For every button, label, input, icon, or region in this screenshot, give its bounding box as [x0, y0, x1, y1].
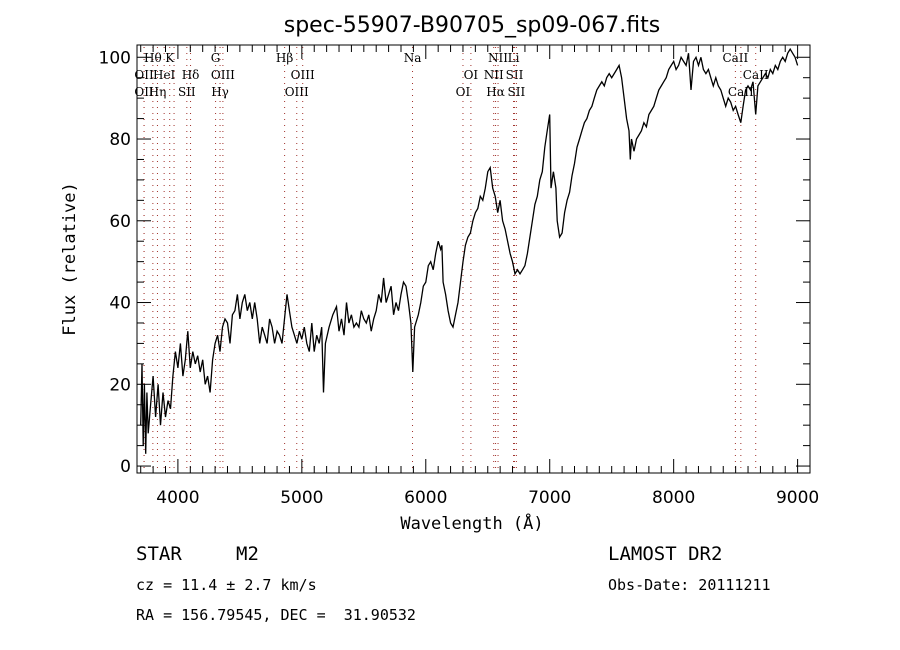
line-marker-label: OIII: [211, 68, 235, 82]
y-tick-label: 60: [109, 212, 131, 232]
line-marker-label: Na: [404, 51, 422, 65]
line-marker-label: Li: [508, 51, 520, 65]
plot-frame: [136, 44, 811, 474]
y-tick-label: 40: [109, 294, 131, 314]
y-tick-label: 20: [109, 375, 131, 395]
line-marker-label: Hα: [486, 85, 505, 99]
line-marker-label: OIII: [285, 85, 309, 99]
x-tick-label: 6000: [404, 488, 447, 508]
object-class: STAR: [136, 543, 182, 565]
subclass: M2: [236, 543, 259, 565]
axis-ticks: 4000 5000 6000 7000 8000 9000 0 20 40 60 80 100: [99, 45, 819, 508]
line-marker-label: Hβ: [276, 51, 293, 65]
line-marker-label: SII: [508, 85, 526, 99]
line-markers: OII OII Hθ Hη HeI K SII Hδ G Hγ OIII Hβ OIII OIII Na OI…: [134, 47, 769, 473]
y-tick-label: 80: [109, 130, 131, 150]
line-marker-label: CaII: [722, 51, 748, 65]
x-axis-label: Wavelength (Å): [400, 512, 543, 534]
line-marker-label: SII: [178, 85, 196, 99]
line-marker-label: OI: [464, 68, 479, 82]
x-tick-label: 7000: [528, 488, 571, 508]
line-marker-label: Hθ: [144, 51, 162, 65]
line-marker-label: OIII: [291, 68, 315, 82]
survey-name: LAMOST DR2: [608, 543, 722, 565]
x-tick-label: 8000: [652, 488, 695, 508]
y-tick-label: 100: [99, 48, 131, 68]
line-marker-label: OI: [456, 85, 471, 99]
line-marker-label: HeI: [153, 68, 176, 82]
line-marker-label: Hγ: [211, 85, 229, 99]
chart-title: spec-55907-B90705_sp09-067.fits: [284, 13, 661, 38]
line-marker-label: CaII: [728, 85, 754, 99]
line-marker-label: OII: [134, 68, 154, 82]
coordinates: RA = 156.79545, DEC = 31.90532: [136, 606, 416, 624]
line-marker-label: OII: [134, 85, 154, 99]
y-axis-label: Flux (relative): [60, 182, 80, 336]
spectrum-line: [140, 47, 799, 454]
obs-date: Obs-Date: 20111211: [608, 576, 771, 594]
line-marker-label: Hδ: [182, 68, 200, 82]
line-marker-label: NII: [484, 68, 504, 82]
y-tick-label: 0: [120, 457, 131, 477]
line-marker-label: Hη: [149, 85, 167, 99]
line-marker-label: G: [211, 51, 221, 65]
redshift-text: cz = 11.4 ± 2.7 km/s: [136, 576, 317, 594]
x-tick-label: 5000: [280, 488, 323, 508]
x-tick-label: 9000: [776, 488, 819, 508]
x-tick-label: 4000: [156, 488, 199, 508]
line-marker-label: NII: [488, 51, 508, 65]
line-marker-label: K: [165, 51, 175, 65]
line-marker-label: SII: [506, 68, 524, 82]
